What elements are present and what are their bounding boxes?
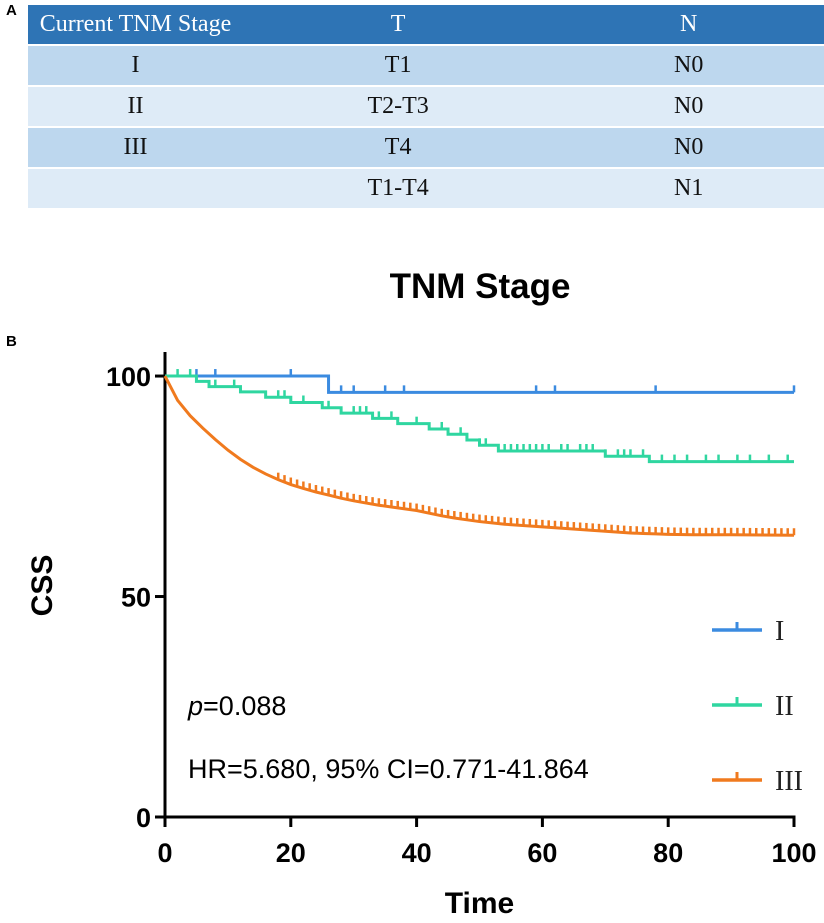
p-symbol: p bbox=[187, 691, 203, 721]
table-cell-stage: I bbox=[28, 44, 243, 86]
table-row: II T2-T3 N0 bbox=[28, 85, 824, 127]
x-tick-label: 40 bbox=[402, 838, 432, 868]
panel-a-label: A bbox=[6, 2, 17, 19]
km-survival-chart: TNM Stage 0 50 100 0 20 40 60 80 100 CSS Time p… bbox=[26, 267, 817, 920]
y-axis-label: CSS bbox=[26, 555, 59, 617]
p-value-annotation: p=0.088 bbox=[187, 691, 286, 721]
table-cell-n: N0 bbox=[553, 126, 824, 168]
x-axis-label: Time bbox=[445, 887, 514, 920]
y-axis-ticks: 0 50 100 bbox=[106, 362, 165, 833]
header-n: N bbox=[680, 11, 698, 37]
x-tick-label: 80 bbox=[653, 838, 683, 868]
series-i-group bbox=[165, 369, 796, 394]
series-ii-group bbox=[165, 369, 794, 464]
header-t: T bbox=[390, 11, 406, 37]
table-cell-stage: II bbox=[28, 85, 243, 127]
series-iii-group bbox=[163, 375, 796, 537]
table-row: III T4 N0 bbox=[28, 126, 824, 168]
table-cell-t: T1 bbox=[242, 44, 554, 86]
table-cell-n: N0 bbox=[553, 44, 824, 86]
panel-b-label: B bbox=[6, 333, 17, 350]
legend-iii-label: III bbox=[775, 766, 803, 797]
table-cell-t: T2-T3 bbox=[242, 85, 554, 127]
table-cell-stage: III bbox=[28, 126, 243, 168]
table-cell-t: T1-T4 bbox=[242, 167, 554, 208]
hr-annotation: HR=5.680, 95% CI=0.771-41.864 bbox=[188, 754, 589, 784]
table-cell-stage bbox=[28, 167, 243, 208]
y-tick-label: 50 bbox=[121, 583, 151, 613]
series-i-line bbox=[165, 374, 794, 394]
x-tick-label: 20 bbox=[276, 838, 306, 868]
table-cell-n: N1 bbox=[553, 167, 824, 208]
header-current-tnm-stage: Current TNM Stage bbox=[39, 11, 232, 37]
y-tick-label: 100 bbox=[106, 362, 151, 392]
axes: 0 50 100 0 20 40 60 80 100 bbox=[106, 352, 817, 868]
table-header-row: Current TNM Stage T N bbox=[28, 5, 824, 45]
p-value-text: =0.088 bbox=[203, 691, 286, 721]
legend-ii-label: II bbox=[775, 691, 794, 722]
chart-title: TNM Stage bbox=[390, 267, 571, 306]
tnm-staging-table: Current TNM Stage T N I T1 N0 II T2-T3 N… bbox=[28, 5, 824, 208]
x-tick-label: 60 bbox=[527, 838, 557, 868]
legend-i-label: I bbox=[775, 616, 784, 647]
series-iii-line bbox=[163, 375, 795, 537]
x-tick-label: 100 bbox=[771, 838, 816, 868]
series-layer bbox=[163, 369, 796, 537]
table-cell-n: N0 bbox=[553, 85, 824, 127]
table-row: T1-T4 N1 bbox=[28, 167, 824, 208]
y-tick-label: 0 bbox=[136, 803, 151, 833]
table-row: I T1 N0 bbox=[28, 44, 824, 86]
x-axis-ticks: 0 20 40 60 80 100 bbox=[157, 817, 817, 868]
x-tick-label: 0 bbox=[157, 838, 172, 868]
series-ii-line bbox=[165, 374, 794, 464]
table-cell-t: T4 bbox=[242, 126, 554, 168]
